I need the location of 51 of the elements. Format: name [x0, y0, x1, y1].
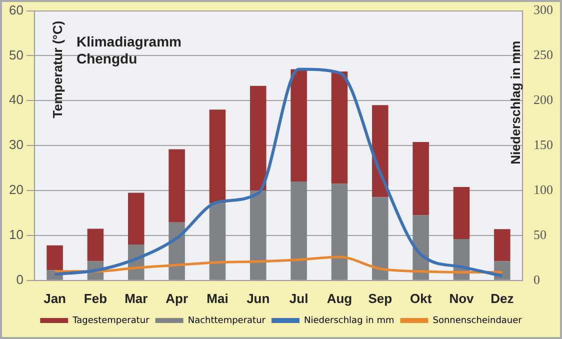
y2-tick-label: 50	[534, 226, 546, 242]
x-tick-label: Nov	[449, 290, 475, 306]
x-tick-label: Sep	[368, 290, 392, 306]
bar	[250, 190, 266, 280]
x-tick-label: Jul	[289, 290, 308, 306]
y-tick-label: 50	[8, 47, 24, 62]
bar	[209, 203, 226, 280]
y-tick-label: 30	[8, 137, 24, 152]
x-tick-label: Okt	[410, 290, 432, 306]
bar	[372, 105, 388, 198]
legend-label: Sonnenscheindauer	[432, 316, 522, 326]
y2-tick-label: 0	[534, 272, 540, 287]
y-tick-label: 40	[8, 92, 24, 108]
bar	[331, 184, 348, 280]
y-axis-title: Temperatur (°C)	[50, 20, 66, 118]
line-series	[54, 256, 504, 274]
y2-tick-label: 100	[534, 182, 553, 197]
bar	[209, 110, 226, 204]
legend-label: Nachttemperatur	[188, 316, 266, 326]
text: Klimadiagramm Chengdu	[76, 34, 182, 67]
y2-tick-label: 250	[534, 47, 553, 62]
x-tick-label: Jan	[44, 290, 66, 306]
bar	[128, 192, 144, 244]
x-tick-label: Apr	[166, 290, 188, 306]
x-tick-label: Jun	[246, 290, 270, 306]
bar	[290, 182, 307, 280]
bar	[453, 186, 470, 240]
y2-tick-label: 200	[534, 92, 553, 108]
y2-tick-label: 300	[534, 2, 553, 18]
bar	[331, 71, 348, 184]
y-tick-label: 10	[8, 227, 24, 242]
y-tick-label: 20	[8, 182, 24, 198]
y-tick-label: 0	[16, 272, 24, 287]
x-tick-label: Mar	[124, 290, 148, 306]
x-tick-label: Aug	[326, 290, 352, 306]
bar	[250, 86, 266, 191]
bar	[494, 229, 510, 262]
y-tick-label: 60	[8, 2, 24, 18]
bar	[412, 142, 429, 216]
x-tick-label: Feb	[84, 290, 108, 306]
x-tick-label: Dez	[490, 290, 514, 306]
y2-axis-title: Niederschlag in mm	[508, 40, 524, 164]
bar	[290, 69, 307, 182]
bar	[87, 228, 104, 262]
y2-tick-label: 150	[534, 137, 553, 152]
x-tick-label: Mai	[206, 290, 228, 306]
bar	[372, 197, 388, 280]
legend-label: Niederschlag in mm	[304, 316, 394, 326]
legend-label: Tagestemperatur	[72, 316, 150, 326]
bar	[46, 245, 63, 270]
bar	[168, 149, 185, 222]
